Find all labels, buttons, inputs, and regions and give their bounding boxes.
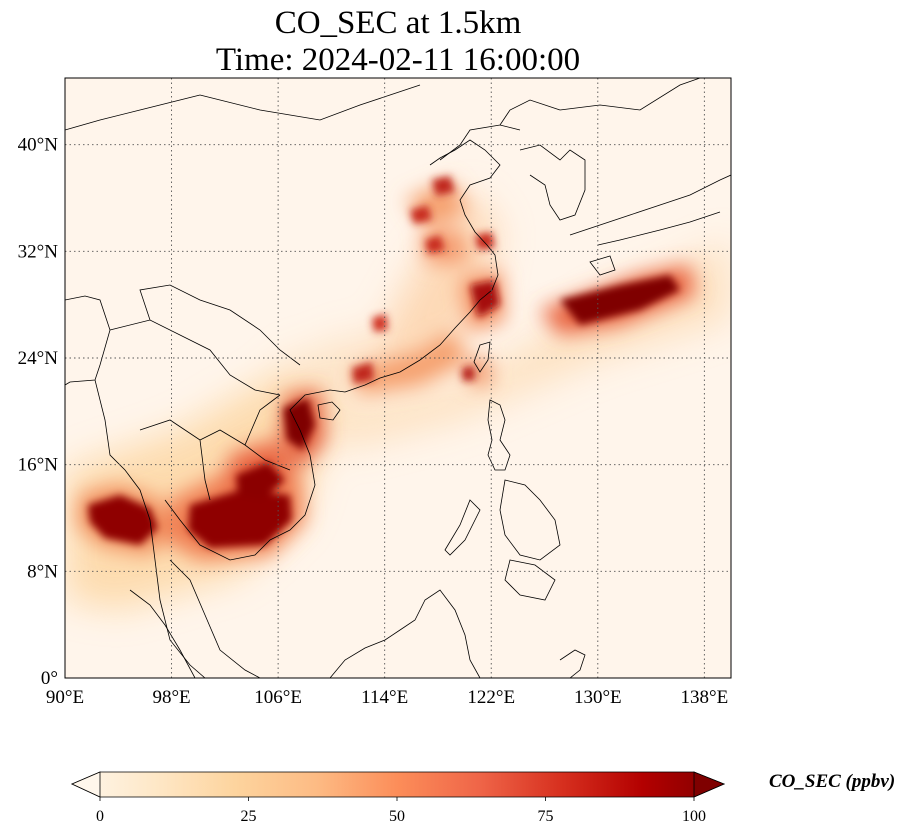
- colorbar-tick-label: 50: [389, 808, 405, 825]
- lat-tick-label: 0°: [41, 668, 58, 689]
- border-inland-4: [65, 94, 201, 131]
- gridlines: [65, 78, 731, 678]
- colorbar-tick-label: 100: [682, 808, 706, 825]
- lat-tick-label: 24°N: [18, 348, 59, 369]
- map-title-time: Time: 2024-02-11 16:00:00: [215, 42, 581, 78]
- coastline-gulf-of-thailand: [164, 389, 346, 561]
- coastline-philippines-mindanao: [504, 559, 556, 601]
- coastline-sulawesi: [559, 649, 586, 678]
- coastline-indochina: [94, 379, 206, 678]
- lat-tick-label: 8°N: [27, 561, 58, 582]
- colorbar-label: CO_SEC (ppbv): [769, 771, 895, 792]
- colorbar-tick-label: 0: [96, 808, 104, 825]
- map-title-variable: CO_SEC at 1.5km: [274, 5, 522, 41]
- lon-tick-label: 122°E: [467, 687, 515, 708]
- coastline-bohai: [439, 99, 561, 161]
- longitude-axis: 90°E 98°E 106°E 114°E 122°E 130°E 138°E: [46, 687, 728, 708]
- coastline-south-asia: [65, 295, 111, 386]
- map-panel: [65, 78, 731, 678]
- coastline-hainan: [317, 401, 341, 421]
- colorbar-extend-min: [71, 771, 101, 798]
- lon-tick-label: 98°E: [152, 687, 190, 708]
- border-inland-3: [199, 78, 701, 121]
- co-concentration-field: [65, 176, 731, 610]
- border-inland-2: [139, 394, 291, 501]
- border-inland-1: [109, 284, 301, 396]
- colorbar-extend-max: [693, 771, 726, 798]
- lon-tick-label: 106°E: [254, 687, 302, 708]
- lon-tick-label: 114°E: [361, 687, 408, 708]
- lon-tick-label: 90°E: [46, 687, 84, 708]
- coastlines: [65, 78, 731, 678]
- colorbar-bar: [71, 771, 726, 798]
- lat-tick-label: 40°N: [18, 135, 59, 156]
- coastline-philippines-visayas: [499, 479, 561, 561]
- coastline-korea: [519, 144, 586, 221]
- latitude-axis: 0° 8°N 16°N 24°N 32°N 40°N: [18, 135, 59, 689]
- coastline-palawan: [444, 499, 481, 556]
- coastline-borneo: [329, 589, 481, 678]
- coastline-philippines-luzon: [487, 399, 511, 471]
- colorbar-ticks: 0 25 50 75 100: [96, 797, 706, 825]
- lon-tick-label: 138°E: [681, 687, 729, 708]
- map-frame: [64, 77, 732, 679]
- colorbar: 0 25 50 75 100 CO_SEC (ppbv): [71, 771, 895, 825]
- coastline-japan: [569, 174, 731, 276]
- coastline-sumatra: [129, 589, 196, 678]
- colorbar-tick-label: 75: [538, 808, 554, 825]
- lat-tick-label: 16°N: [18, 455, 59, 476]
- lat-tick-label: 32°N: [18, 241, 59, 262]
- coastline-malay-peninsula: [169, 559, 261, 678]
- coastline-taiwan: [473, 341, 491, 373]
- colorbar-tick-label: 25: [241, 808, 257, 825]
- lon-tick-label: 130°E: [574, 687, 622, 708]
